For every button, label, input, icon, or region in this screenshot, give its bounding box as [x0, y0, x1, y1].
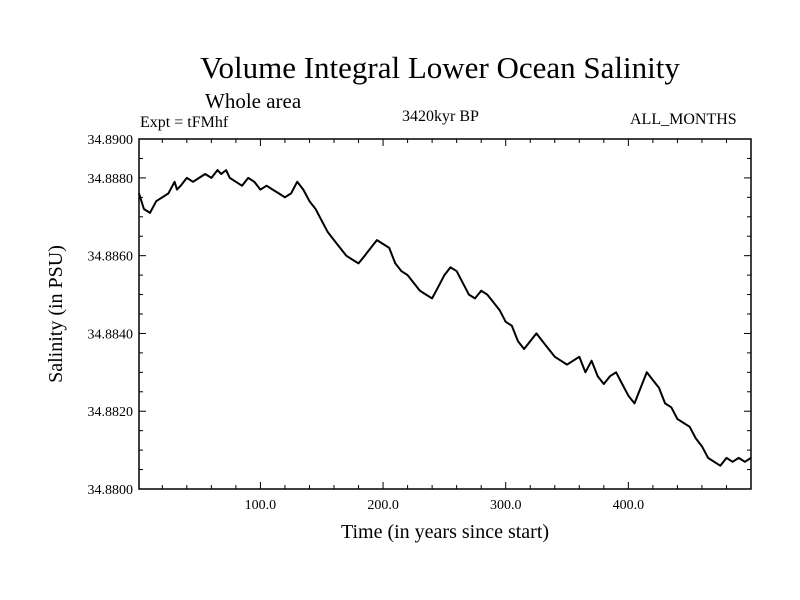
plot-frame — [138, 138, 752, 490]
y-tick-label: 34.8800 — [88, 483, 134, 498]
x-tick-label: 100.0 — [245, 498, 277, 513]
chart-title: Volume Integral Lower Ocean Salinity — [200, 50, 680, 85]
chart-subtitle: Whole area — [205, 89, 302, 113]
x-axis-title: Time (in years since start) — [341, 521, 549, 543]
months-label: ALL_MONTHS — [630, 111, 737, 128]
y-tick-label: 34.8840 — [88, 327, 134, 342]
experiment-label: Expt = tFMhf — [140, 114, 229, 131]
tick-labels: 100.0 200.0 300.0 400.0 34.8800 34.8820 34.884… — [88, 133, 645, 513]
period-label: 3420kyr BP — [402, 108, 479, 125]
x-tick-label: 300.0 — [490, 498, 522, 513]
y-tick-label: 34.8880 — [88, 172, 134, 187]
y-tick-label: 34.8860 — [88, 250, 134, 265]
x-tick-label: 200.0 — [367, 498, 399, 513]
axis-ticks — [139, 138, 751, 490]
y-tick-label: 34.8820 — [88, 405, 134, 420]
y-tick-label: 34.8900 — [88, 133, 134, 148]
salinity-series-line — [138, 169, 752, 467]
x-tick-label: 400.0 — [613, 498, 645, 513]
y-axis-title: Salinity (in PSU) — [45, 245, 67, 383]
